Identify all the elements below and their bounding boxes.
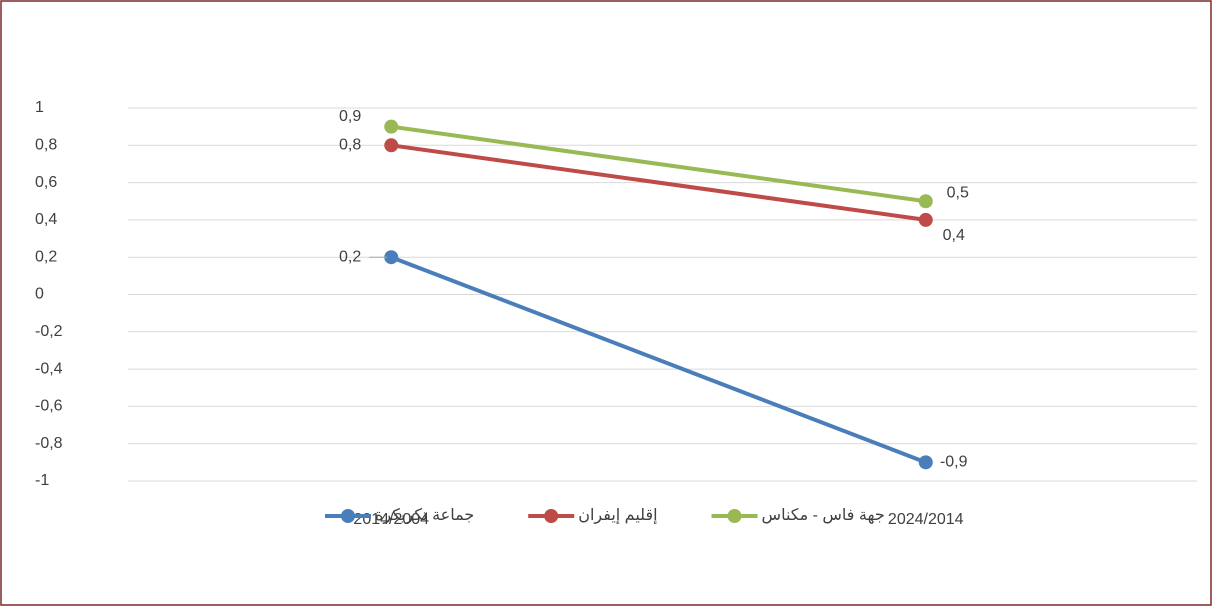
y-tick-label: -0,8: [35, 435, 63, 452]
y-tick-label: 0,4: [35, 211, 57, 228]
data-label: 0,9: [339, 108, 361, 125]
y-tick-label: -0,6: [35, 398, 63, 415]
y-tick-label: 1: [35, 99, 44, 116]
data-label: 0,2: [339, 248, 361, 265]
data-point: [918, 455, 933, 470]
data-label: -0,9: [940, 454, 968, 471]
x-tick-label: 2024/2014: [888, 511, 964, 528]
series-line: [389, 143, 928, 222]
legend-label: جهة فاس - مكناس: [762, 507, 885, 525]
y-tick-label: -0,4: [35, 360, 63, 377]
data-point: [918, 212, 933, 227]
data-point: [384, 138, 399, 153]
y-tick-label: -1: [35, 472, 49, 489]
legend-marker: [544, 509, 559, 523]
y-tick-label: 0,6: [35, 174, 57, 191]
y-tick-label: -0,2: [35, 323, 63, 340]
series-line: [389, 124, 928, 204]
legend-label: إقليم إيفران: [578, 507, 657, 525]
data-point: [918, 194, 933, 209]
legend-label: جماعة تكريكرة: [375, 507, 474, 525]
data-point: [384, 119, 399, 134]
legend-marker: [727, 509, 742, 523]
data-point: [384, 250, 399, 265]
data-label: 0,5: [947, 184, 969, 201]
legend-marker: [341, 509, 355, 523]
y-tick-label: 0: [35, 286, 44, 303]
data-label: 0,4: [943, 227, 965, 244]
x-tick-label: 2014/2004: [353, 511, 429, 528]
data-label: 0,8: [339, 137, 361, 154]
y-tick-label: 0,2: [35, 248, 57, 265]
series-line: [389, 255, 928, 465]
y-tick-label: 0,8: [35, 137, 57, 154]
